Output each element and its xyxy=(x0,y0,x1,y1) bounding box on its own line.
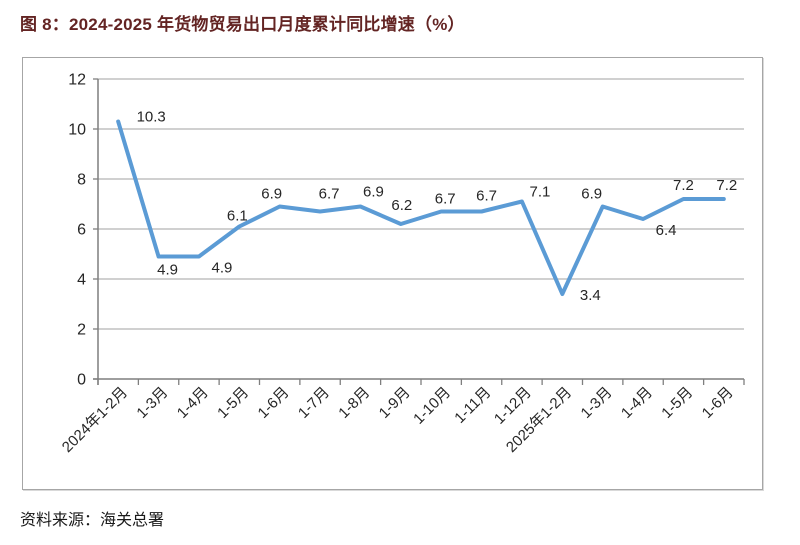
y-axis-label: 6 xyxy=(77,222,86,239)
figure-title: 图 8：2024-2025 年货物贸易出口月度累计同比增速（%） xyxy=(20,15,465,34)
x-axis-label: 1-9月 xyxy=(376,384,414,422)
data-label: 6.9 xyxy=(363,183,384,200)
y-axis-label: 8 xyxy=(77,172,86,189)
data-label: 4.9 xyxy=(212,259,233,276)
data-label: 7.1 xyxy=(530,183,551,200)
data-label: 6.7 xyxy=(476,187,497,204)
x-axis-label: 1-11月 xyxy=(451,384,494,427)
y-axis-label: 4 xyxy=(77,272,86,289)
x-axis-label: 1-7月 xyxy=(295,384,333,422)
x-axis-label: 1-8月 xyxy=(335,384,373,422)
x-axis-label: 1-10月 xyxy=(410,384,454,428)
y-axis-label: 2 xyxy=(77,322,86,339)
data-label: 6.1 xyxy=(227,207,248,224)
x-axis-label: 1-3月 xyxy=(133,384,171,422)
data-label: 6.4 xyxy=(656,222,677,239)
data-label: 10.3 xyxy=(137,108,166,125)
data-label: 6.2 xyxy=(391,197,412,214)
x-axis-label: 2024年1-2月 xyxy=(59,384,131,456)
data-line xyxy=(116,119,726,296)
x-axis-label: 1-5月 xyxy=(658,384,696,422)
x-axis-label: 1-4月 xyxy=(618,384,656,422)
chart-frame: 0 2 4 6 8 10 12 2024年1-2月 1-3月 1-4月 1-5月 1-6月 1-7月 1-… xyxy=(22,57,763,490)
data-label: 7.2 xyxy=(673,177,694,194)
y-axis-label: 0 xyxy=(77,372,86,389)
y-axis-label: 12 xyxy=(68,72,86,89)
data-label: 7.2 xyxy=(716,177,737,194)
x-axis-label: 1-6月 xyxy=(699,384,737,422)
data-label: 6.7 xyxy=(435,190,456,207)
x-axis-label: 1-4月 xyxy=(174,384,212,422)
data-label: 6.7 xyxy=(319,185,340,202)
x-axis-label: 1-5月 xyxy=(214,384,252,422)
x-axis-label: 1-6月 xyxy=(255,384,293,422)
y-axis-label: 10 xyxy=(68,122,86,139)
x-axis-label: 1-3月 xyxy=(578,384,616,422)
data-label: 6.9 xyxy=(581,185,602,202)
data-label: 3.4 xyxy=(580,287,601,304)
data-label: 6.9 xyxy=(261,185,282,202)
source-note: 资料来源：海关总署 xyxy=(20,512,165,529)
data-label: 4.9 xyxy=(157,261,178,278)
